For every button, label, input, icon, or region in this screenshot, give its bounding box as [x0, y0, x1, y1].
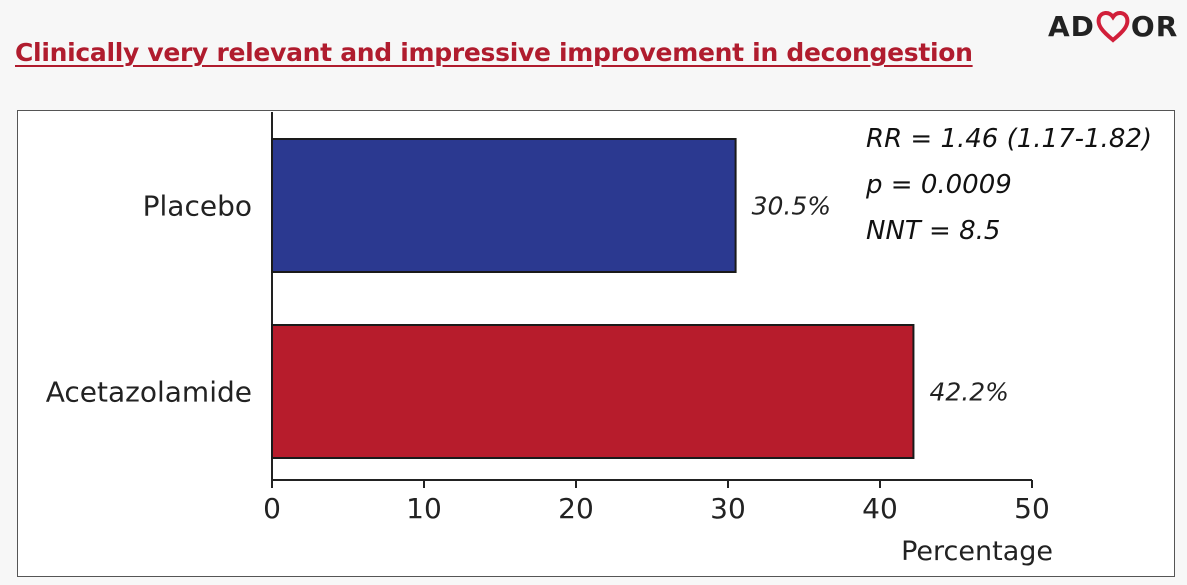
- advor-logo: AD OR: [1048, 6, 1178, 46]
- x-axis-title: Percentage: [901, 536, 1053, 567]
- category-label-acetazolamide: Acetazolamide: [46, 376, 252, 409]
- stat-p-value: p = 0.0009: [866, 170, 1012, 200]
- x-tick-label-20: 20: [558, 492, 594, 525]
- value-label-placebo: 30.5%: [752, 192, 831, 221]
- logo-text-right: OR: [1130, 9, 1179, 43]
- stat-nnt: NNT = 8.5: [866, 216, 1001, 246]
- category-label-placebo: Placebo: [143, 190, 252, 223]
- x-tick-label-50: 50: [1014, 492, 1050, 525]
- bar-acetazolamide: [271, 324, 915, 459]
- x-tick-label-30: 30: [710, 492, 746, 525]
- x-tick-label-40: 40: [862, 492, 898, 525]
- slide-title: Clinically very relevant and impressive …: [15, 38, 973, 67]
- bar-placebo: [271, 138, 737, 273]
- x-tick-label-10: 10: [406, 492, 442, 525]
- x-tick-label-0: 0: [263, 492, 281, 525]
- value-label-acetazolamide: 42.2%: [929, 378, 1008, 407]
- logo-text-left: AD: [1048, 9, 1095, 43]
- heart-icon: [1096, 11, 1130, 43]
- stat-rr: RR = 1.46 (1.17-1.82): [866, 124, 1153, 154]
- stats-annotation: RR = 1.46 (1.17-1.82) p = 0.0009 NNT = 8…: [866, 116, 1152, 254]
